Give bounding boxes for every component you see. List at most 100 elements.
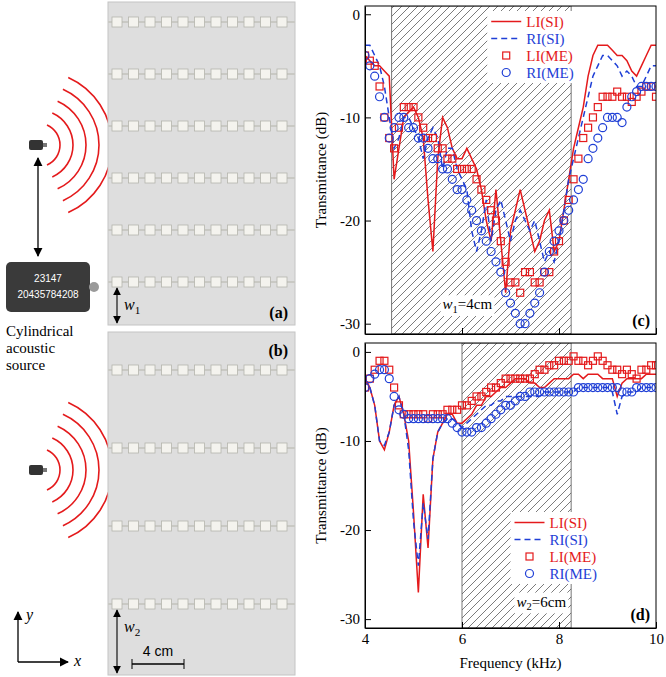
strip-cell	[129, 173, 139, 183]
strip-cell	[228, 69, 238, 79]
strip-cell	[145, 121, 155, 131]
marker-square	[526, 375, 533, 382]
marker-square	[420, 124, 427, 131]
arrow	[37, 158, 38, 256]
marker-circle	[487, 415, 495, 423]
marker-circle	[366, 62, 374, 70]
y-axis-line	[365, 344, 366, 629]
marker-square	[492, 384, 499, 391]
strip-cell	[261, 599, 271, 609]
marker-circle	[482, 419, 490, 427]
strip-cell	[145, 365, 155, 375]
strip-cell	[112, 521, 122, 531]
marker-square	[580, 357, 587, 364]
sample-plate	[108, 2, 295, 325]
strip-cell	[195, 277, 205, 287]
legend-swatch	[515, 522, 545, 524]
scale-bar	[132, 663, 184, 664]
annotation-background	[515, 593, 569, 614]
marker-circle	[613, 384, 621, 392]
chart: 0-10-20-30Transmittance (dB)LI(SI)RI(SI)…	[313, 6, 660, 335]
marker-square	[623, 366, 630, 373]
x-tick-mark	[559, 622, 560, 628]
marker-square	[653, 93, 657, 100]
legend-label: LI(SI)	[550, 515, 588, 532]
strip-cell	[195, 599, 205, 609]
marker-square	[488, 207, 495, 214]
marker-circle	[400, 113, 408, 121]
marker-square	[551, 362, 558, 369]
marker-square	[512, 279, 519, 286]
width-arrow	[116, 288, 117, 323]
strip-cell	[129, 69, 139, 79]
marker-circle	[507, 299, 515, 307]
strip-cell	[211, 277, 221, 287]
marker-square	[580, 135, 587, 142]
legend-label: RI(SI)	[526, 31, 564, 48]
strip-cell	[162, 521, 172, 531]
wave-front	[47, 450, 60, 490]
marker-circle	[618, 119, 626, 127]
strip-cell	[145, 521, 155, 531]
marker-circle	[579, 175, 587, 183]
marker-circle	[570, 196, 578, 204]
strip-cell	[228, 17, 238, 27]
y-axis: 0-10-20-30	[340, 344, 371, 629]
marker-square	[599, 357, 606, 364]
marker-square	[483, 196, 490, 203]
y-axis-title: Transmittance (dB)	[313, 112, 330, 229]
axis-arrow	[18, 661, 68, 662]
y-tick-mark	[365, 117, 371, 118]
label-subscript: 2	[135, 626, 141, 638]
strip-cell	[211, 365, 221, 375]
marker-square	[565, 357, 572, 364]
y-tick-mark	[365, 221, 371, 222]
x-tick-label: 6	[459, 631, 467, 647]
device-text: 20435784208	[17, 289, 79, 300]
strip-cell	[129, 521, 139, 531]
marker-square	[434, 145, 441, 152]
strip-cell	[145, 599, 155, 609]
x-tick	[559, 328, 560, 334]
marker-square	[638, 366, 645, 373]
marker-circle	[511, 397, 519, 405]
marker-circle	[526, 309, 534, 317]
strip-cell	[211, 443, 221, 453]
marker-circle	[380, 113, 388, 121]
source-icon	[43, 468, 47, 472]
strip-cell	[145, 173, 155, 183]
marker-square	[454, 165, 461, 172]
marker-circle	[463, 196, 471, 204]
plot-background	[365, 343, 656, 628]
legend-swatch	[515, 539, 545, 541]
plot-background	[365, 6, 656, 334]
marker-square	[507, 279, 514, 286]
strip-cell	[112, 599, 122, 609]
strip-cell	[277, 365, 287, 375]
strip-cell	[162, 277, 172, 287]
marker-square	[449, 406, 456, 413]
marker-circle	[521, 320, 529, 328]
marker-circle	[511, 309, 519, 317]
marker-square	[556, 357, 563, 364]
marker-circle	[565, 206, 573, 214]
legend: LI(SI)RI(SI)LI(ME)RI(ME)	[511, 512, 603, 584]
strip-cell	[129, 277, 139, 287]
y-axis-line	[365, 7, 366, 335]
marker-circle	[424, 144, 432, 152]
strip-cell	[162, 225, 172, 235]
wave-front	[58, 426, 86, 514]
strip-cell	[277, 225, 287, 235]
x-tick: 10	[649, 622, 664, 647]
strip-cell	[178, 121, 188, 131]
strip-cell	[112, 365, 122, 375]
y-tick: 0	[353, 344, 372, 360]
wave-front	[58, 101, 86, 189]
marker-square	[391, 384, 398, 391]
strip-cell	[211, 599, 221, 609]
series-line	[365, 374, 656, 592]
marker-square	[483, 388, 490, 395]
width-label: w2	[124, 618, 140, 638]
marker-square	[405, 104, 412, 111]
strip-cell	[228, 277, 238, 287]
